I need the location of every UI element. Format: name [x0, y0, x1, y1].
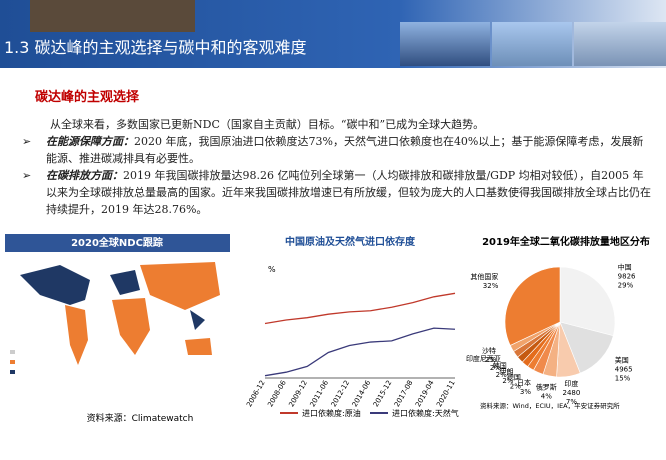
slice-label: 德国: [507, 373, 521, 382]
bullet-icon: ➢: [22, 169, 32, 182]
slice-label: 日本: [517, 378, 531, 387]
region: [140, 262, 220, 310]
bullet: ➢ 在碳排放方面：2019 年我国碳排放量达98.26 亿吨位列全球第一（人均碳排…: [22, 167, 651, 218]
page-title: 1.3 碳达峰的主观选择与碳中和的客观难度: [4, 38, 307, 57]
slice-value: 2%: [502, 377, 513, 385]
slice-label: 印度: [564, 379, 578, 388]
bullet-text: 2020 年底，我国原油进口依赖度达73%，天然气进口依赖度也在40%以上；基于…: [46, 135, 644, 165]
wind-photo: [492, 22, 572, 66]
x-tick-label: 2017-08: [393, 379, 415, 408]
x-tick-label: 2015-12: [372, 379, 394, 408]
pie-slice: [559, 266, 616, 337]
bullet: ➢ 在能源保障方面：2020 年底，我国原油进口依赖度达73%，天然气进口依赖度也…: [22, 133, 651, 167]
pie-slice: [559, 321, 614, 374]
slice-amount: 4965: [615, 365, 633, 373]
slice-label: 沙特: [482, 346, 496, 355]
region: [110, 270, 140, 295]
legend-swatch: [10, 370, 15, 374]
x-tick-label: 2006-12: [245, 379, 267, 408]
intro: 从全球来看，多数国家已更新NDC（国家自主贡献）目标。“碳中和”已成为全球大趋势…: [50, 118, 485, 131]
source: 资料来源：Wind，ECIU，IEA，平安证券研究所: [480, 401, 620, 410]
slice-value: 32%: [483, 282, 499, 290]
region: [112, 298, 150, 355]
world-map: [10, 262, 220, 374]
header-banner: 1.3 碳达峰的主观选择与碳中和的客观难度: [0, 0, 666, 68]
slice-value: 15%: [615, 374, 631, 382]
region: [185, 338, 212, 355]
legend-label: 进口依赖度:天然气: [392, 408, 459, 418]
series-line: [264, 292, 456, 325]
slice-label: 韩国: [493, 361, 507, 370]
slice-amount: 9826: [618, 272, 636, 280]
chart-title: 2019年全球二氧化碳排放量地区分布: [482, 235, 650, 248]
bullet-lead: 在碳排放方面：: [46, 169, 123, 182]
slice-label: 其他国家: [470, 272, 498, 281]
solar-photo: [400, 22, 490, 66]
x-tick-label: 2012-12: [330, 379, 352, 408]
x-tick-label: 2008-06: [266, 379, 288, 409]
legend-swatch: [10, 360, 15, 364]
y-unit: %: [268, 265, 276, 274]
slice-label: 伊朗: [499, 367, 513, 376]
bullet-lead: 在能源保障方面：: [46, 135, 134, 148]
series-line: [264, 327, 456, 377]
source: 资料来源：Climatewatch: [87, 412, 194, 424]
bullet-icon: ➢: [22, 135, 32, 148]
legend-label: 进口依赖度:原油: [302, 408, 361, 418]
slice-label: 美国: [615, 355, 629, 364]
bullet-text: 2019 年我国碳排放量达98.26 亿吨位列全球第一（人均碳排放和碳排放量/G…: [46, 169, 651, 216]
region: [65, 305, 88, 365]
x-tick-label: 2014-06: [351, 379, 373, 409]
slice-value: 7%: [566, 398, 577, 406]
pie-slice: [504, 266, 561, 346]
x-tick-label: 2019-04: [414, 379, 436, 409]
map-title: 2020全球NDC跟踪: [71, 236, 163, 249]
chart-title: 中国原油及天然气进口依存度: [285, 235, 416, 248]
slice-value: 2%: [490, 364, 501, 372]
region: [190, 310, 205, 330]
line-chart: 中国原油及天然气进口依存度% 2006-12 2008-06 2009-12 2011-…: [245, 235, 459, 418]
x-tick-label: 2020-11: [435, 379, 457, 408]
map-header: [5, 234, 230, 252]
section-title: 碳达峰的主观选择: [35, 90, 140, 105]
slice-label: 俄罗斯: [536, 383, 557, 392]
slice-value: 4%: [541, 393, 552, 401]
x-tick-label: 2011-06: [309, 379, 331, 409]
panel-photo: [574, 22, 666, 66]
region: [20, 265, 90, 305]
slice-label: 印度尼西亚: [466, 354, 501, 363]
slice-value: 29%: [618, 281, 634, 289]
slice-value: 2%: [510, 383, 521, 391]
slice-value: 2%: [496, 371, 507, 379]
slice-value: 2%: [485, 356, 496, 364]
header-photo: [30, 0, 195, 32]
legend-swatch: [10, 350, 15, 354]
x-tick-label: 2009-12: [287, 379, 309, 408]
slice-value: 3%: [520, 388, 531, 396]
slice-amount: 2480: [563, 389, 581, 397]
slice-label: 中国: [618, 262, 632, 271]
